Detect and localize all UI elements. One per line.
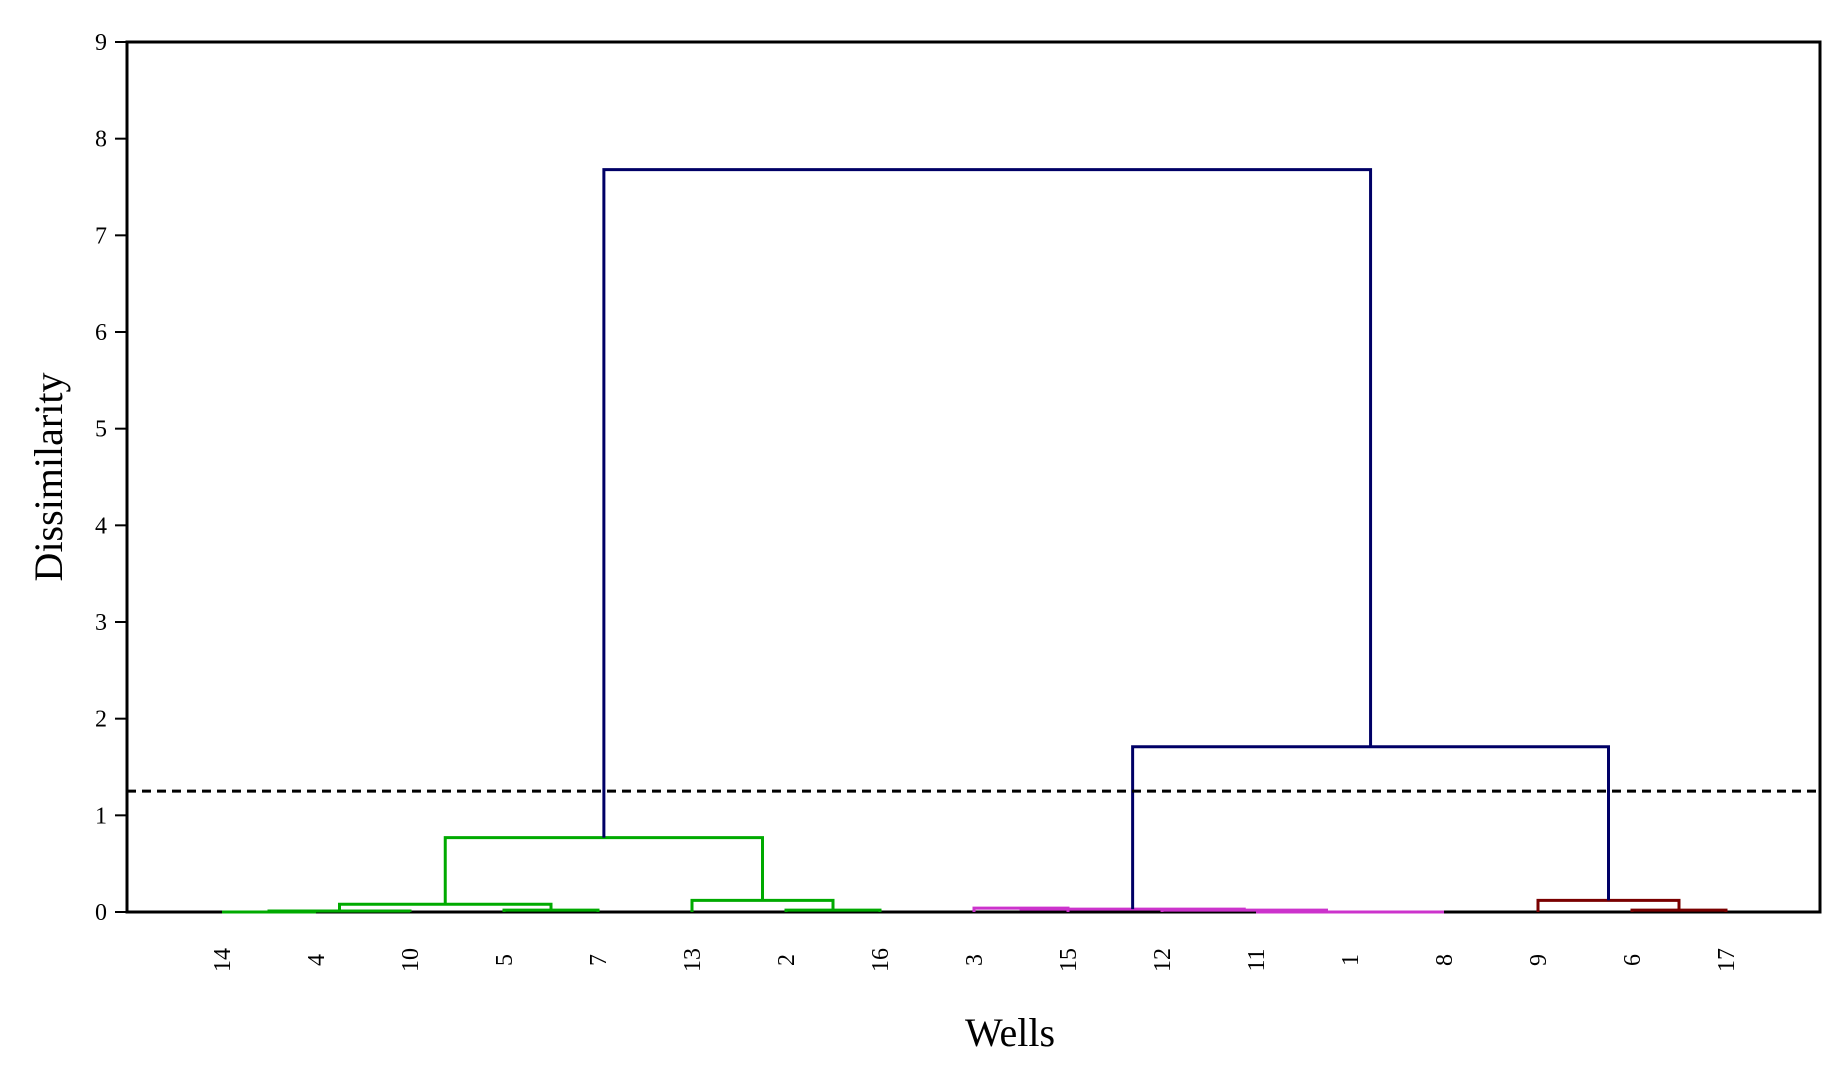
x-axis: 14 4 10 5 7 13 2 16 3 15 12 11 1 8 9 6 17	[210, 948, 1740, 972]
y-tick-label: 3	[95, 610, 107, 636]
y-tick-label: 0	[95, 900, 107, 926]
y-tick-label: 4	[95, 513, 107, 539]
y-tick-label: 1	[95, 803, 107, 829]
y-tick-label: 6	[95, 320, 107, 346]
dendrogram-link	[602, 168, 1373, 838]
y-axis-title: Dissimilarity	[26, 373, 71, 582]
x-tick-label: 4	[304, 954, 330, 966]
y-tick-label: 5	[95, 417, 107, 443]
dendrogram-link	[1131, 745, 1610, 910]
y-axis: 0 1 2 3 4 5 6 7 8 9	[95, 30, 127, 926]
x-tick-label: 2	[774, 954, 800, 966]
x-tick-label: 1	[1338, 954, 1364, 966]
x-tick-label: 10	[398, 948, 424, 972]
x-tick-label: 13	[680, 948, 706, 972]
y-tick-label: 2	[95, 707, 107, 733]
y-tick-label: 7	[95, 223, 107, 249]
x-tick-label: 7	[586, 954, 612, 966]
y-tick-label: 9	[95, 30, 107, 56]
x-tick-label: 12	[1150, 948, 1176, 972]
x-tick-label: 9	[1526, 954, 1552, 966]
x-tick-label: 15	[1056, 948, 1082, 972]
x-tick-label: 6	[1620, 954, 1646, 966]
x-tick-label: 8	[1432, 954, 1458, 966]
x-axis-title: Wells	[965, 1010, 1055, 1055]
dendrogram-links	[222, 168, 1728, 914]
x-tick-label: 16	[868, 948, 894, 972]
dendrogram-link	[443, 836, 764, 905]
x-tick-label: 3	[962, 954, 988, 966]
x-tick-label: 5	[492, 954, 518, 966]
x-tick-label: 17	[1714, 948, 1740, 972]
x-tick-label: 14	[210, 948, 236, 972]
x-tick-label: 11	[1244, 948, 1270, 971]
plot-frame	[125, 40, 1822, 914]
dendrogram-link	[267, 909, 412, 913]
y-tick-label: 8	[95, 127, 107, 153]
